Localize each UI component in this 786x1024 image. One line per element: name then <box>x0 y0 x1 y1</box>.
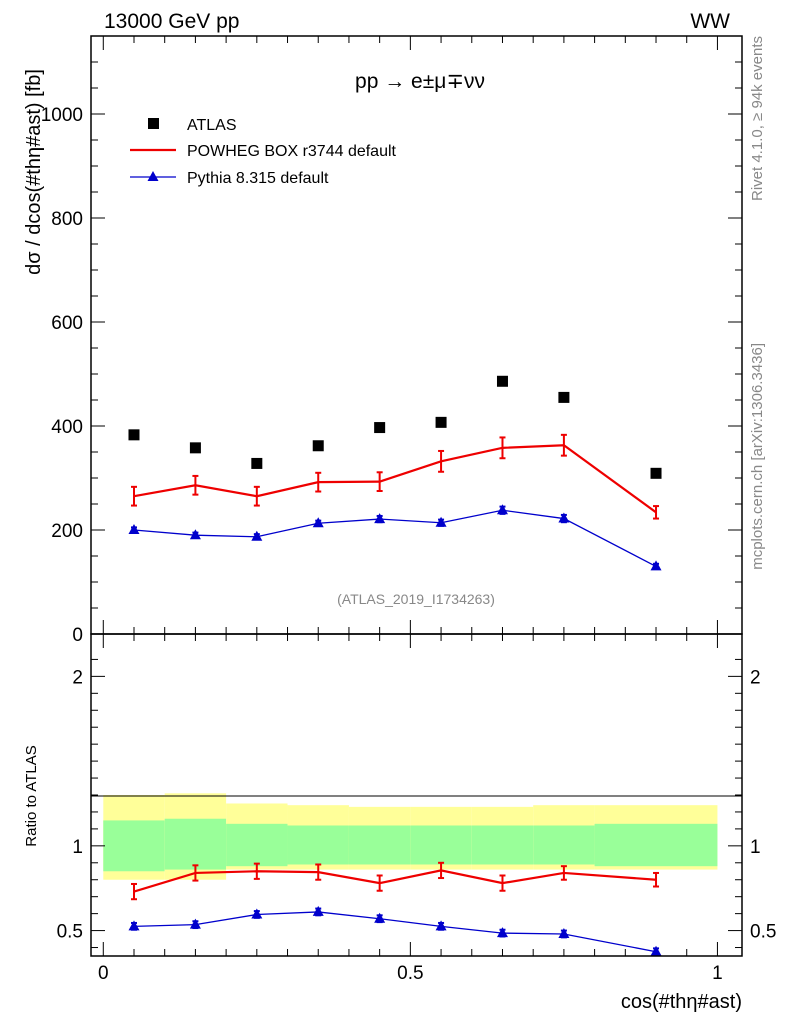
atlas-data-point <box>374 422 386 434</box>
main-y-tick-label: 800 <box>51 209 83 230</box>
pythia-data-point <box>558 512 570 523</box>
main-y-axis-label: dσ / dcos(#thη#ast) [fb] <box>23 69 45 275</box>
atlas-data-point <box>496 375 508 387</box>
plot-title: pp → e±μ∓νν <box>355 70 485 93</box>
header-process-label: WW <box>690 10 730 33</box>
pythia-data-point <box>251 530 263 541</box>
ratio-uncertainty-bands <box>103 793 718 880</box>
pythia-data-point <box>189 529 201 540</box>
legend-atlas-marker <box>148 118 159 129</box>
ratio-band-inner <box>348 825 411 865</box>
ratio-y-tick-label: 2 <box>72 667 83 688</box>
legend: ATLAS POWHEG BOX r3744 default Pythia 8.31… <box>130 117 397 187</box>
legend-label: Pythia 8.315 default <box>187 170 329 187</box>
pythia-data-point <box>312 517 324 528</box>
ratio-pythia-point <box>374 912 386 923</box>
ratio-band-inner <box>471 825 534 865</box>
legend-label: POWHEG BOX r3744 default <box>187 143 397 160</box>
x-tick-label: 0.5 <box>397 963 423 984</box>
ratio-y-axis-label: Ratio to ATLAS <box>23 745 40 846</box>
main-data-series <box>128 375 662 571</box>
ratio-plot-frame <box>90 633 743 957</box>
ratio-pythia-point <box>435 920 447 931</box>
ratio-band-inner <box>226 823 288 867</box>
main-y-tick-label: 400 <box>51 417 83 438</box>
x-tick-label: 0 <box>98 963 109 984</box>
ratio-band-inner <box>103 820 165 872</box>
atlas-data-point <box>650 467 662 479</box>
series-square <box>128 375 662 479</box>
ratio-y-tick-label-right: 1 <box>750 837 761 858</box>
ratio-plot-panel: 0.5 0.5 1 1 2 2 0 0.5 1 Ratio to ATLAS cos(#thη#… <box>23 633 776 1013</box>
ratio-series-powheg <box>130 861 660 901</box>
mcplots-label: mcplots.cern.ch [arXiv:1306.3436] <box>749 343 766 570</box>
main-y-tick-label: 1000 <box>41 105 83 126</box>
pythia-data-point <box>435 516 447 527</box>
ratio-y-tick-label-right: 2 <box>750 667 761 688</box>
legend-label: ATLAS <box>187 117 237 134</box>
main-y-tick-label: 0 <box>72 625 83 646</box>
series-line <box>133 444 657 514</box>
header-energy-label: 13000 GeV pp <box>104 10 239 33</box>
ratio-series-pythia <box>128 905 662 957</box>
pythia-data-point <box>496 504 508 515</box>
series-line <box>133 509 657 567</box>
ratio-pythia-point <box>251 908 263 919</box>
ratio-pythia-point <box>189 918 201 929</box>
ratio-pythia-point <box>128 920 140 931</box>
ratio-y-tick-label: 1 <box>72 837 83 858</box>
ratio-band-inner <box>594 823 718 867</box>
ratio-pythia-point <box>496 927 508 938</box>
ratio-pythia-point <box>312 905 324 916</box>
atlas-data-point <box>251 457 263 469</box>
pythia-data-point <box>374 513 386 524</box>
series-triangle <box>128 504 662 571</box>
atlas-data-point <box>558 391 570 403</box>
pythia-data-point <box>128 524 140 534</box>
ratio-pythia-point <box>558 927 570 938</box>
series-line <box>130 433 660 520</box>
atlas-data-point <box>435 416 447 428</box>
analysis-watermark: (ATLAS_2019_I1734263) <box>337 591 495 607</box>
legend-pythia-marker <box>147 171 159 181</box>
ratio-ticks: 0.5 0.5 1 1 2 2 0 0.5 1 <box>57 634 776 984</box>
atlas-data-point <box>189 442 201 454</box>
main-plot-panel: 0 200 400 600 800 1000 pp → e±μ∓νν (ATLAS_201… <box>23 35 743 646</box>
main-y-tick-label: 600 <box>51 313 83 334</box>
ratio-series-line <box>133 911 657 953</box>
main-ticks: 0 200 400 600 800 1000 <box>41 36 742 646</box>
ratio-band-inner <box>533 825 595 865</box>
ratio-band-inner <box>287 825 349 865</box>
rivet-version-label: Rivet 4.1.0, ≥ 94k events <box>749 36 766 201</box>
ratio-y-tick-label: 0.5 <box>57 922 83 943</box>
ratio-data-series <box>128 861 662 957</box>
ratio-y-tick-label-right: 0.5 <box>750 922 776 943</box>
atlas-data-point <box>128 429 140 441</box>
x-tick-label: 1 <box>712 963 723 984</box>
ratio-pythia-point <box>650 945 662 956</box>
x-axis-label: cos(#thη#ast) <box>621 991 742 1013</box>
pythia-data-point <box>650 560 662 571</box>
atlas-data-point <box>312 440 324 452</box>
ratio-band-inner <box>164 818 227 870</box>
main-y-tick-label: 200 <box>51 521 83 542</box>
ratio-band-inner <box>410 825 472 865</box>
